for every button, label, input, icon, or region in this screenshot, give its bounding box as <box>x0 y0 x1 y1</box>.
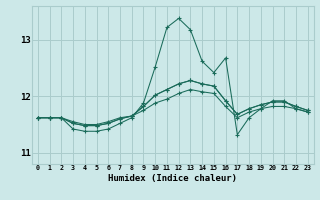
X-axis label: Humidex (Indice chaleur): Humidex (Indice chaleur) <box>108 174 237 183</box>
